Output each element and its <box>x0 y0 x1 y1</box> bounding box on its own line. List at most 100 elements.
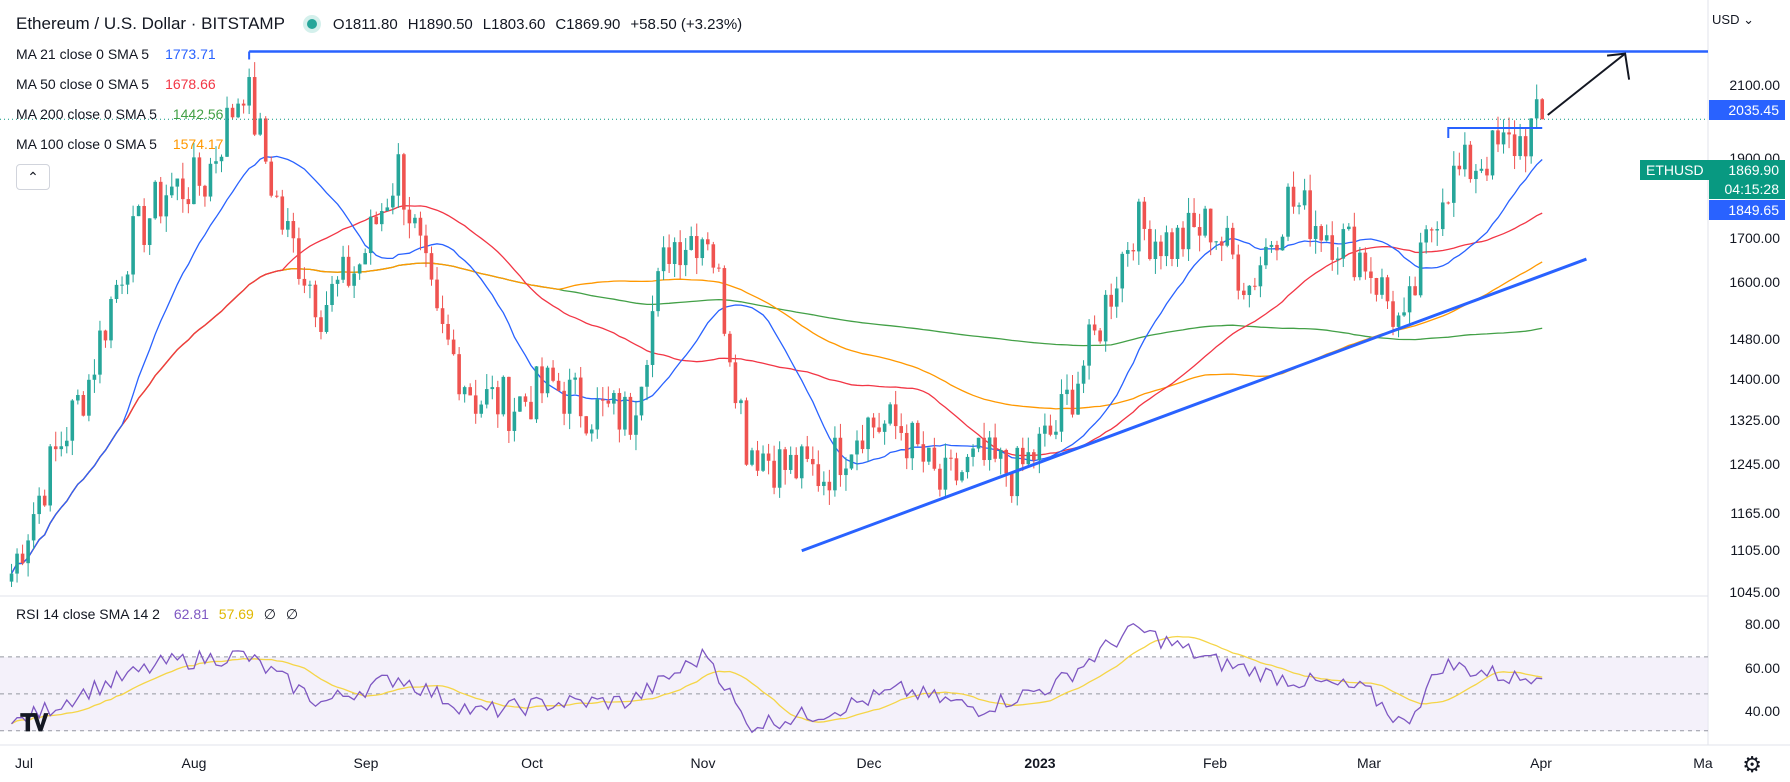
candle-body <box>1523 136 1528 157</box>
candle-body <box>1474 170 1478 180</box>
price-tick: 1245.00 <box>1729 456 1780 472</box>
candle-body <box>628 396 633 435</box>
breakout-arrow-head <box>1606 52 1631 80</box>
time-tick: 2023 <box>1024 755 1056 771</box>
candle-body <box>346 256 351 286</box>
candle-body <box>1258 265 1263 287</box>
candle-body <box>9 573 14 582</box>
rsi-signal-value: 57.69 <box>218 606 254 622</box>
candle-body <box>1103 294 1108 342</box>
candle-body <box>1302 190 1307 206</box>
rsi-line <box>11 622 1543 734</box>
candle-body <box>755 450 760 471</box>
candle-body <box>678 242 682 266</box>
candle-body <box>1076 383 1080 415</box>
chevron-down-icon: ⌄ <box>1743 12 1754 27</box>
candle-body <box>976 437 981 449</box>
candle-body <box>153 181 157 219</box>
candle-body <box>1236 254 1241 291</box>
resistance-price-tag: 2035.45 <box>1709 100 1785 120</box>
candle-body <box>1452 165 1456 203</box>
rsi-value: 62.81 <box>173 606 209 622</box>
candle-body <box>578 377 583 417</box>
indicator-ma50[interactable]: MA 50 close 0 SMA 5 1678.66 <box>16 76 216 92</box>
indicator-value: 1574.17 <box>172 136 224 152</box>
candle-body <box>446 323 450 340</box>
ma50-line <box>10 205 1543 574</box>
candle-body <box>1429 229 1434 231</box>
candle-body <box>230 107 235 118</box>
price-tick: 1045.00 <box>1729 584 1780 600</box>
candle-body <box>81 395 86 416</box>
indicator-ma200[interactable]: MA 200 close 0 SMA 5 1442.56 <box>16 106 223 122</box>
currency-selector[interactable]: USD ⌄ <box>1712 12 1754 28</box>
candle-body <box>1407 286 1412 313</box>
symbol-title[interactable]: Ethereum / U.S. Dollar · BITSTAMP <box>16 14 285 33</box>
candle-body <box>1009 473 1014 497</box>
candle-body <box>589 429 594 434</box>
candle-body <box>722 268 727 334</box>
candle-body <box>639 386 644 416</box>
candle-body <box>169 186 174 196</box>
candle-body <box>1098 330 1102 342</box>
rsi-tick: 60.00 <box>1744 660 1780 676</box>
candle-body <box>954 458 959 481</box>
candle-body <box>1081 365 1086 384</box>
candle-body <box>551 367 555 381</box>
candle-body <box>451 339 456 355</box>
indicator-ma21[interactable]: MA 21 close 0 SMA 5 1773.71 <box>16 46 216 62</box>
breakout-price-tag: 1849.65 <box>1709 200 1785 220</box>
candle-body <box>567 379 572 414</box>
candle-body <box>391 195 395 208</box>
candle-body <box>103 330 108 341</box>
candle-body <box>1341 229 1346 259</box>
rsi-legend[interactable]: RSI 14 close SMA 14 2 62.81 57.69 ∅ ∅ <box>16 606 298 623</box>
candle-body <box>1192 212 1196 228</box>
candle-body <box>1131 250 1136 252</box>
candle-body <box>1330 235 1335 260</box>
candle-body <box>1214 241 1218 243</box>
rsi-extra-value: ∅ <box>263 606 276 622</box>
candle-body <box>352 273 356 286</box>
candle-body <box>822 481 826 487</box>
collapse-legend-button[interactable]: ⌃ <box>16 164 50 190</box>
candle-body <box>429 253 434 280</box>
candle-body <box>291 221 296 239</box>
candle-body <box>998 449 1003 459</box>
ma21-line <box>10 155 1543 574</box>
time-tick: Apr <box>1530 755 1552 771</box>
candle-body <box>125 274 130 285</box>
candle-body <box>1363 252 1368 272</box>
candle-body <box>59 446 64 450</box>
candle-body <box>921 444 926 462</box>
time-tick: Ma <box>1693 755 1713 771</box>
candle-body <box>1485 168 1489 176</box>
candle-body <box>529 401 533 420</box>
candle-body <box>42 495 47 506</box>
candle-body <box>1153 241 1158 260</box>
candle-body <box>927 447 931 462</box>
candle-body <box>136 205 141 217</box>
candle-body <box>1275 244 1279 251</box>
indicator-ma100[interactable]: MA 100 close 0 SMA 5 1574.17 <box>16 136 223 152</box>
candle-body <box>368 216 373 254</box>
candle-body <box>324 305 329 332</box>
candle-body <box>612 392 616 404</box>
candle-body <box>147 218 152 245</box>
candle-body <box>87 379 91 416</box>
candle-body <box>860 440 865 450</box>
candle-body <box>623 396 627 430</box>
candle-body <box>1347 226 1351 230</box>
candle-body <box>1313 226 1318 239</box>
candle-body <box>1092 324 1097 331</box>
candle-body <box>711 244 716 268</box>
breakout-arrow-line <box>1547 52 1626 116</box>
settings-gear-icon[interactable]: ⚙ <box>1742 752 1762 777</box>
candle-body <box>573 377 577 380</box>
candle-body <box>53 446 58 450</box>
candle-body <box>501 376 506 415</box>
breakout-level-line <box>1447 126 1543 138</box>
candle-body <box>1120 253 1125 289</box>
price-tick: 1165.00 <box>1730 505 1780 521</box>
